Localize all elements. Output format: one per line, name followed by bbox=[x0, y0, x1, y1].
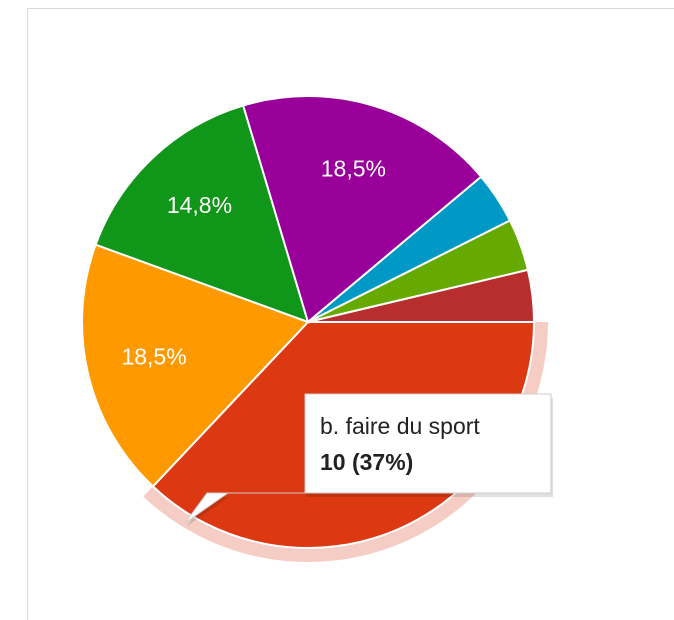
tooltip-category: b. faire du sport bbox=[320, 413, 480, 439]
tooltip: b. faire du sport 10 (37%) bbox=[184, 393, 553, 527]
slice bbox=[241, 95, 483, 324]
slice-label: 18,5% bbox=[321, 156, 386, 182]
slice bbox=[81, 243, 310, 488]
slice-label: 18,5% bbox=[121, 344, 186, 370]
tooltip-box bbox=[184, 393, 552, 524]
slice bbox=[307, 268, 536, 323]
labels: 18,5% 14,8% 18,5% bbox=[121, 156, 386, 370]
slice bbox=[94, 104, 310, 324]
slice-label: 14,8% bbox=[167, 192, 232, 218]
slice-highlight bbox=[143, 322, 548, 562]
tooltip-value: 10 (37%) bbox=[320, 449, 413, 475]
